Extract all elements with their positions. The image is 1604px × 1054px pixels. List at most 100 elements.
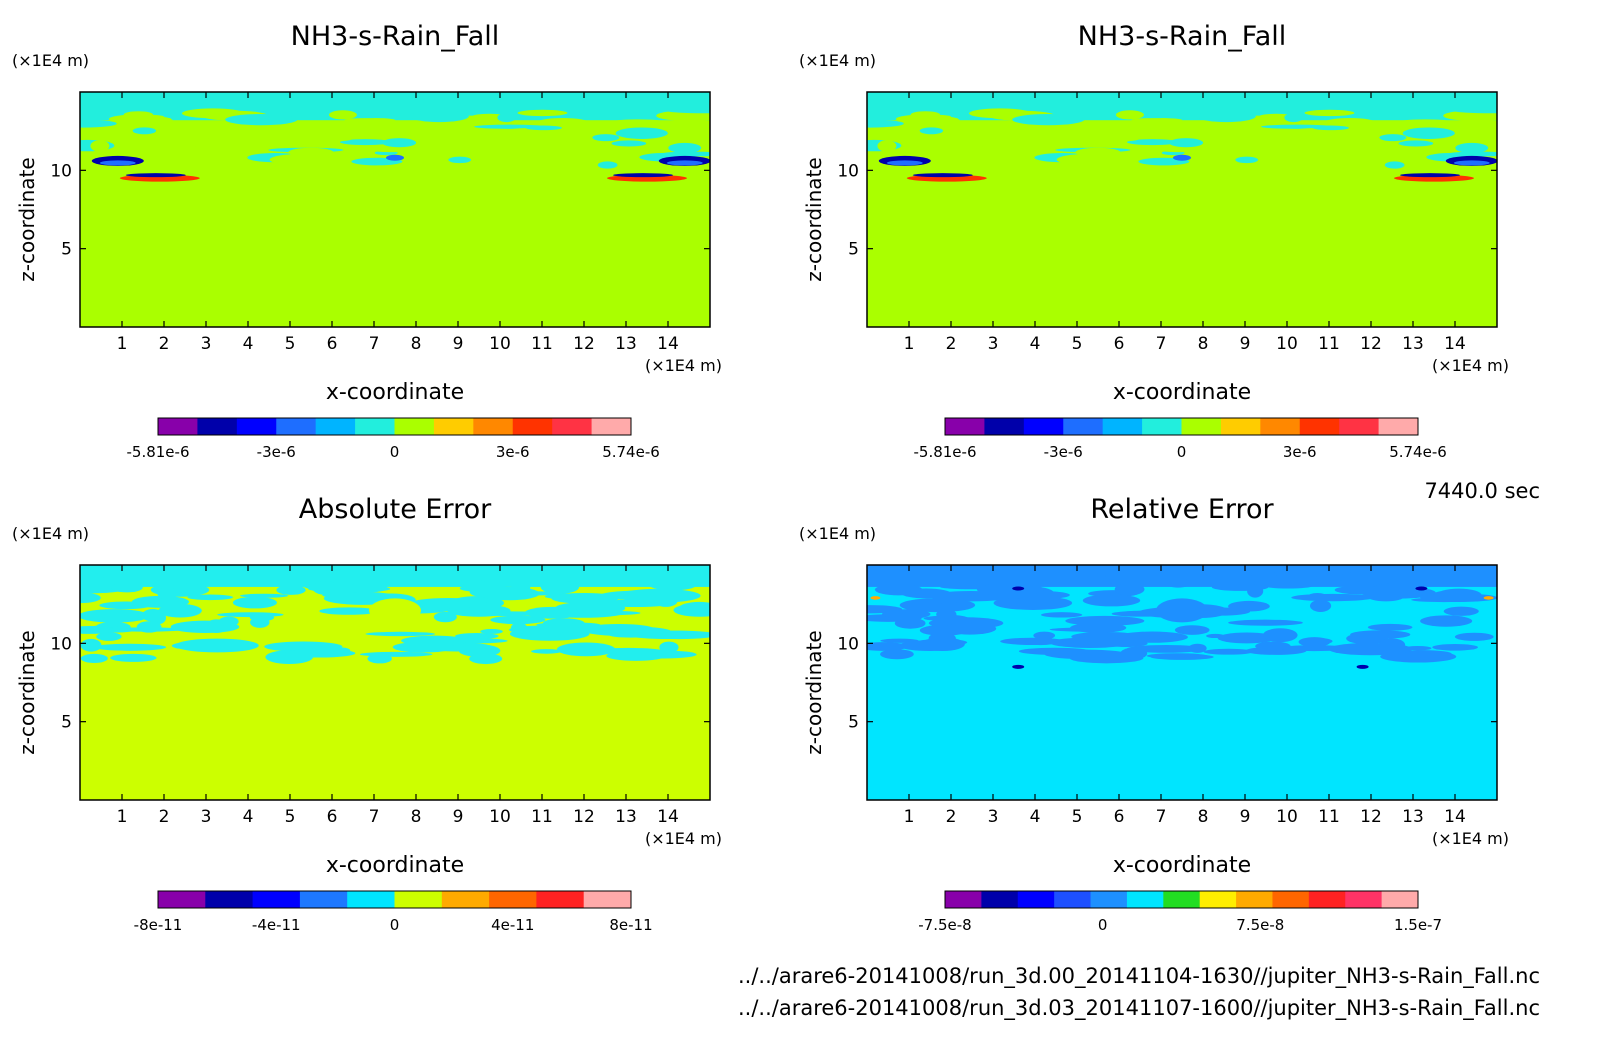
band-blob [392, 641, 455, 653]
band-blob [110, 582, 143, 593]
colorbar-segment [315, 418, 356, 435]
negative-edge [1453, 160, 1490, 166]
band-blob [1454, 632, 1494, 641]
band-blob [1070, 134, 1140, 143]
band-blob [171, 641, 221, 650]
colorbar-frame [157, 417, 632, 436]
heatmap-field [80, 565, 710, 800]
x-tick-label: 4 [243, 334, 254, 354]
band-blob [1291, 593, 1375, 602]
colorbar-tick-label: 0 [1177, 443, 1187, 461]
band-blob [1197, 110, 1256, 123]
band-blob [540, 580, 580, 594]
heatmap-field [80, 92, 710, 327]
x-tick-label: 4 [243, 807, 254, 827]
band-blob [631, 650, 697, 659]
band-blob [1040, 612, 1083, 618]
x-axis-label: x-coordinate [1113, 853, 1251, 878]
colorbar-segment [1063, 418, 1104, 435]
x-tick-label: 6 [1114, 334, 1125, 354]
colorbar-frame [157, 890, 632, 909]
band-blob [455, 632, 499, 640]
band-blob [369, 147, 418, 153]
colorbar-segment [1345, 891, 1383, 908]
band-blob [877, 140, 897, 152]
band-blob [1232, 125, 1249, 137]
colorbar-tick-label: 4e-11 [491, 916, 534, 934]
plot-frame [79, 91, 711, 328]
x-unit-label: (×1E4 m) [1432, 356, 1509, 375]
x-tick-label: 14 [1444, 807, 1466, 827]
center-blob [1173, 154, 1191, 161]
band-blob [125, 115, 173, 126]
x-tick-label: 3 [988, 807, 999, 827]
band-blob [1082, 594, 1141, 607]
band-blob [312, 581, 339, 595]
band-blob [919, 127, 944, 135]
colorbar-frame [944, 417, 1419, 436]
colorbar-segment [1236, 891, 1273, 908]
center-blob [386, 154, 404, 161]
band-blob [232, 596, 277, 609]
x-tick-label: 5 [285, 334, 296, 354]
band-blob [359, 651, 433, 657]
x-tick-label: 11 [531, 807, 553, 827]
band-blob [1042, 575, 1126, 581]
colorbar-segment [489, 891, 537, 908]
colorbar-tick-label: 0 [390, 916, 400, 934]
colorbar-segment [1126, 891, 1164, 908]
band-blob [976, 582, 1044, 596]
center-blob [369, 598, 421, 623]
x-tick-label: 6 [1114, 807, 1125, 827]
x-tick-label: 12 [573, 807, 595, 827]
x-tick-label: 14 [657, 807, 679, 827]
band-blob [1304, 109, 1355, 117]
x-axis-label: x-coordinate [326, 380, 464, 405]
band-blob [276, 585, 306, 595]
band-blob [80, 592, 101, 604]
band-blob [1379, 134, 1407, 142]
max-spot [1483, 596, 1494, 600]
colorbar-segment [1017, 891, 1055, 908]
x-unit-label: (×1E4 m) [645, 356, 722, 375]
x-tick-label: 2 [159, 807, 170, 827]
band-blob [328, 110, 357, 120]
band-blob [615, 127, 668, 139]
negative-stripe [125, 173, 186, 178]
band-blob [1112, 131, 1162, 137]
band-blob [1174, 625, 1210, 635]
band-blob [525, 125, 562, 131]
x-tick-label: 13 [615, 807, 637, 827]
band-blob [372, 572, 401, 580]
colorbar-segment [158, 418, 198, 435]
band-blob [940, 584, 1005, 590]
band-blob [1302, 141, 1323, 151]
band-blob [225, 113, 298, 126]
x-tick-label: 5 [1072, 334, 1083, 354]
band-blob [1336, 594, 1354, 599]
colorbar-segment [158, 891, 206, 908]
colorbar-tick-label: 7.5e-8 [1236, 916, 1284, 934]
band-blob [99, 601, 152, 610]
band-blob [1165, 578, 1191, 588]
band-blob [1321, 147, 1350, 156]
colorbar-segment [591, 418, 632, 435]
band-blob [459, 584, 509, 593]
y-tick-label: 10 [50, 161, 72, 181]
colorbar-segment [1102, 418, 1143, 435]
colorbar-segment [1378, 418, 1419, 435]
x-tick-label: 11 [531, 334, 553, 354]
band-blob [1323, 118, 1376, 128]
band-blob [182, 108, 245, 119]
colorbar-segment [299, 891, 348, 908]
band-blob [1026, 639, 1055, 646]
band-blob [1380, 650, 1457, 663]
band-blob [1156, 147, 1205, 153]
band-blob [597, 161, 618, 169]
band-blob [679, 601, 710, 615]
x-tick-label: 13 [615, 334, 637, 354]
band-blob [943, 622, 997, 635]
min-spot [1415, 586, 1428, 591]
band-blob [545, 610, 621, 618]
